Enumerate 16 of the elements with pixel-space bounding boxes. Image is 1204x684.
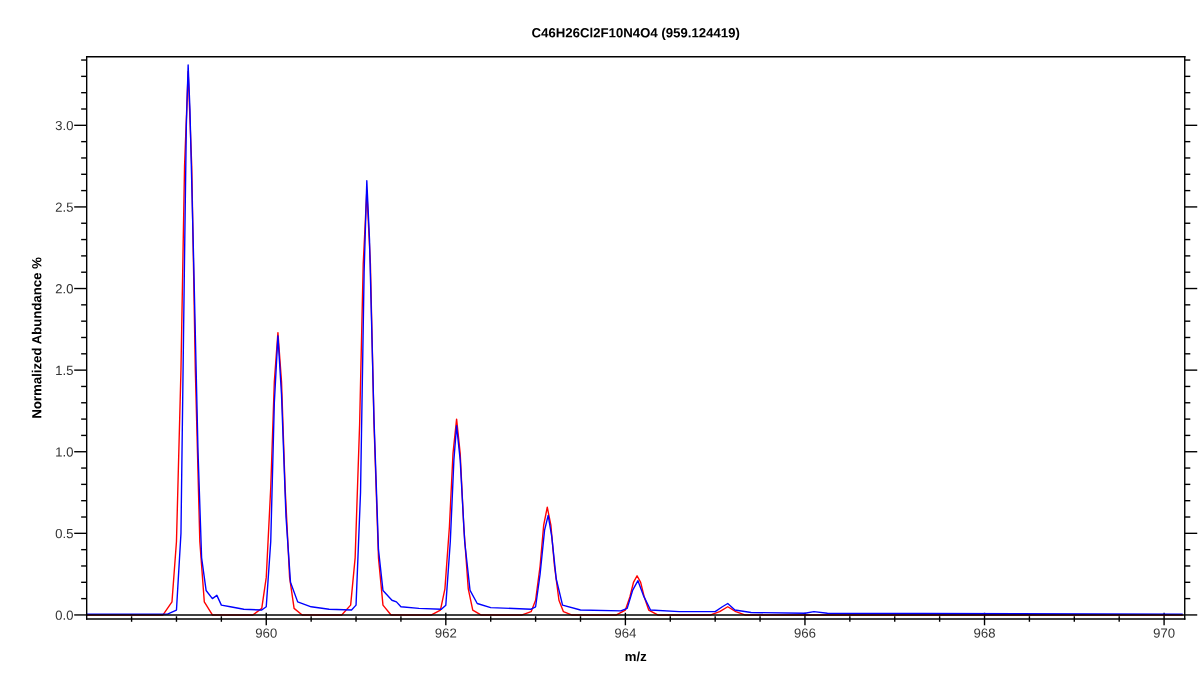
x-axis-title: m/z — [625, 651, 647, 662]
y-axis-title: Normalized Abundance % — [31, 257, 42, 418]
chart-title: C46H26Cl2F10N4O4 (959.124419) — [532, 27, 740, 41]
y-tick-label: 0.0 — [55, 610, 73, 620]
x-tick-label: 966 — [794, 628, 816, 638]
x-tick-label: 962 — [435, 628, 457, 638]
y-tick-label: 3.0 — [55, 120, 73, 131]
y-tick-label: 1.5 — [56, 365, 73, 376]
x-tick-label: 960 — [255, 628, 277, 638]
y-tick-label: 1.0 — [56, 447, 73, 457]
y-tick-label: 2.0 — [55, 284, 73, 294]
y-tick-label: 2.5 — [55, 202, 73, 212]
x-tick-label: 964 — [615, 628, 637, 638]
x-tick-label: 968 — [974, 628, 995, 638]
y-tick-label: 0.5 — [55, 528, 73, 539]
x-tick-label: 970 — [1153, 628, 1175, 638]
